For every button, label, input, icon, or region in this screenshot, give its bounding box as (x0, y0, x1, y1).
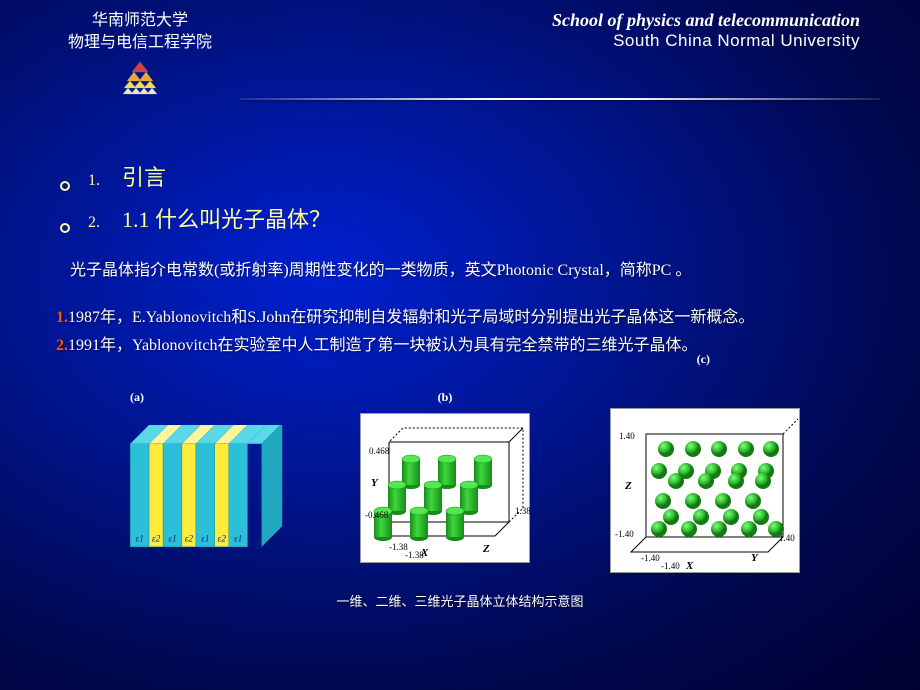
fig-b-label: (b) (360, 390, 530, 405)
slide-content: 1.引言2.1.1 什么叫光子晶体？ 光子晶体指介电常数(或折射率)周期性变化的… (0, 100, 920, 610)
figure-c: 1.40-1.401.40-1.40-1.40ZXY (610, 390, 800, 573)
fig-c-label: (c) (697, 352, 710, 367)
university-chinese: 华南师范大学 物理与电信工程学院 (40, 10, 240, 94)
svg-text:1.40: 1.40 (619, 431, 635, 441)
school-name-en: School of physics and telecommunication (552, 10, 860, 31)
uni-name-en: South China Normal University (552, 31, 860, 51)
svg-text:Z: Z (482, 543, 490, 555)
svg-text:X: X (420, 547, 429, 559)
figure-caption: 一维、二维、三维光子晶体立体结构示意图 (50, 591, 870, 610)
svg-text:-1.40: -1.40 (641, 553, 660, 563)
svg-text:ε2: ε2 (152, 534, 161, 544)
svg-text:Y: Y (371, 477, 379, 489)
svg-text:ε2: ε2 (218, 534, 227, 544)
svg-text:ε1: ε1 (136, 534, 144, 544)
svg-text:1.40: 1.40 (779, 533, 795, 543)
fig-c-diagram: 1.40-1.401.40-1.40-1.40ZXY (610, 408, 800, 573)
pyramid-logo (115, 62, 165, 94)
svg-text:ε1: ε1 (234, 534, 242, 544)
svg-text:ε1: ε1 (201, 534, 209, 544)
fig-b-diagram: ">0.468-0.4681.38-1.38-1.38YXZ (360, 413, 530, 563)
figure-b: (b) ">0.468-0.4681.38-1.38-1.38YXZ (360, 390, 530, 573)
school-name-cn: 物理与电信工程学院 (40, 32, 240, 54)
svg-text:-1.40: -1.40 (615, 529, 634, 539)
svg-text:-0.468: -0.468 (365, 510, 389, 520)
svg-text:Z: Z (624, 480, 632, 492)
svg-text:ε2: ε2 (185, 534, 194, 544)
svg-text:ε1: ε1 (168, 534, 176, 544)
outline-list: 1.引言2.1.1 什么叫光子晶体？ (50, 160, 870, 234)
figure-a: (a) ε1 ε2 ε1 ε2 ε1 ε2 ε1 Z (120, 390, 280, 573)
fig-a-diagram: ε1 ε2 ε1 ε2 ε1 ε2 ε1 Z (120, 425, 280, 565)
university-english: School of physics and telecommunication … (552, 10, 860, 51)
bullet-icon (60, 181, 70, 191)
svg-text:0.468: 0.468 (369, 446, 390, 456)
header: 华南师范大学 物理与电信工程学院 School of physics and t… (0, 0, 920, 94)
svg-text:X: X (685, 560, 694, 572)
svg-text:Z: Z (254, 538, 262, 552)
svg-text:Y: Y (751, 552, 759, 564)
svg-text:1.38: 1.38 (515, 506, 531, 516)
definition-text: 光子晶体指介电常数(或折射率)周期性变化的一类物质，英文Photonic Cry… (70, 258, 870, 284)
history-list: 1.1987年，E.Yablonovitch和S.John在研究抑制自发辐射和光… (56, 304, 870, 360)
svg-text:-1.40: -1.40 (661, 561, 680, 571)
bullet-icon (60, 223, 70, 233)
uni-name-cn: 华南师范大学 (40, 10, 240, 32)
fig-a-label: (a) (130, 390, 280, 405)
figures-row: (a) ε1ε2ε1ε2ε1ε2ε1Z (b) ">0.468-0.4681.3… (50, 390, 870, 573)
